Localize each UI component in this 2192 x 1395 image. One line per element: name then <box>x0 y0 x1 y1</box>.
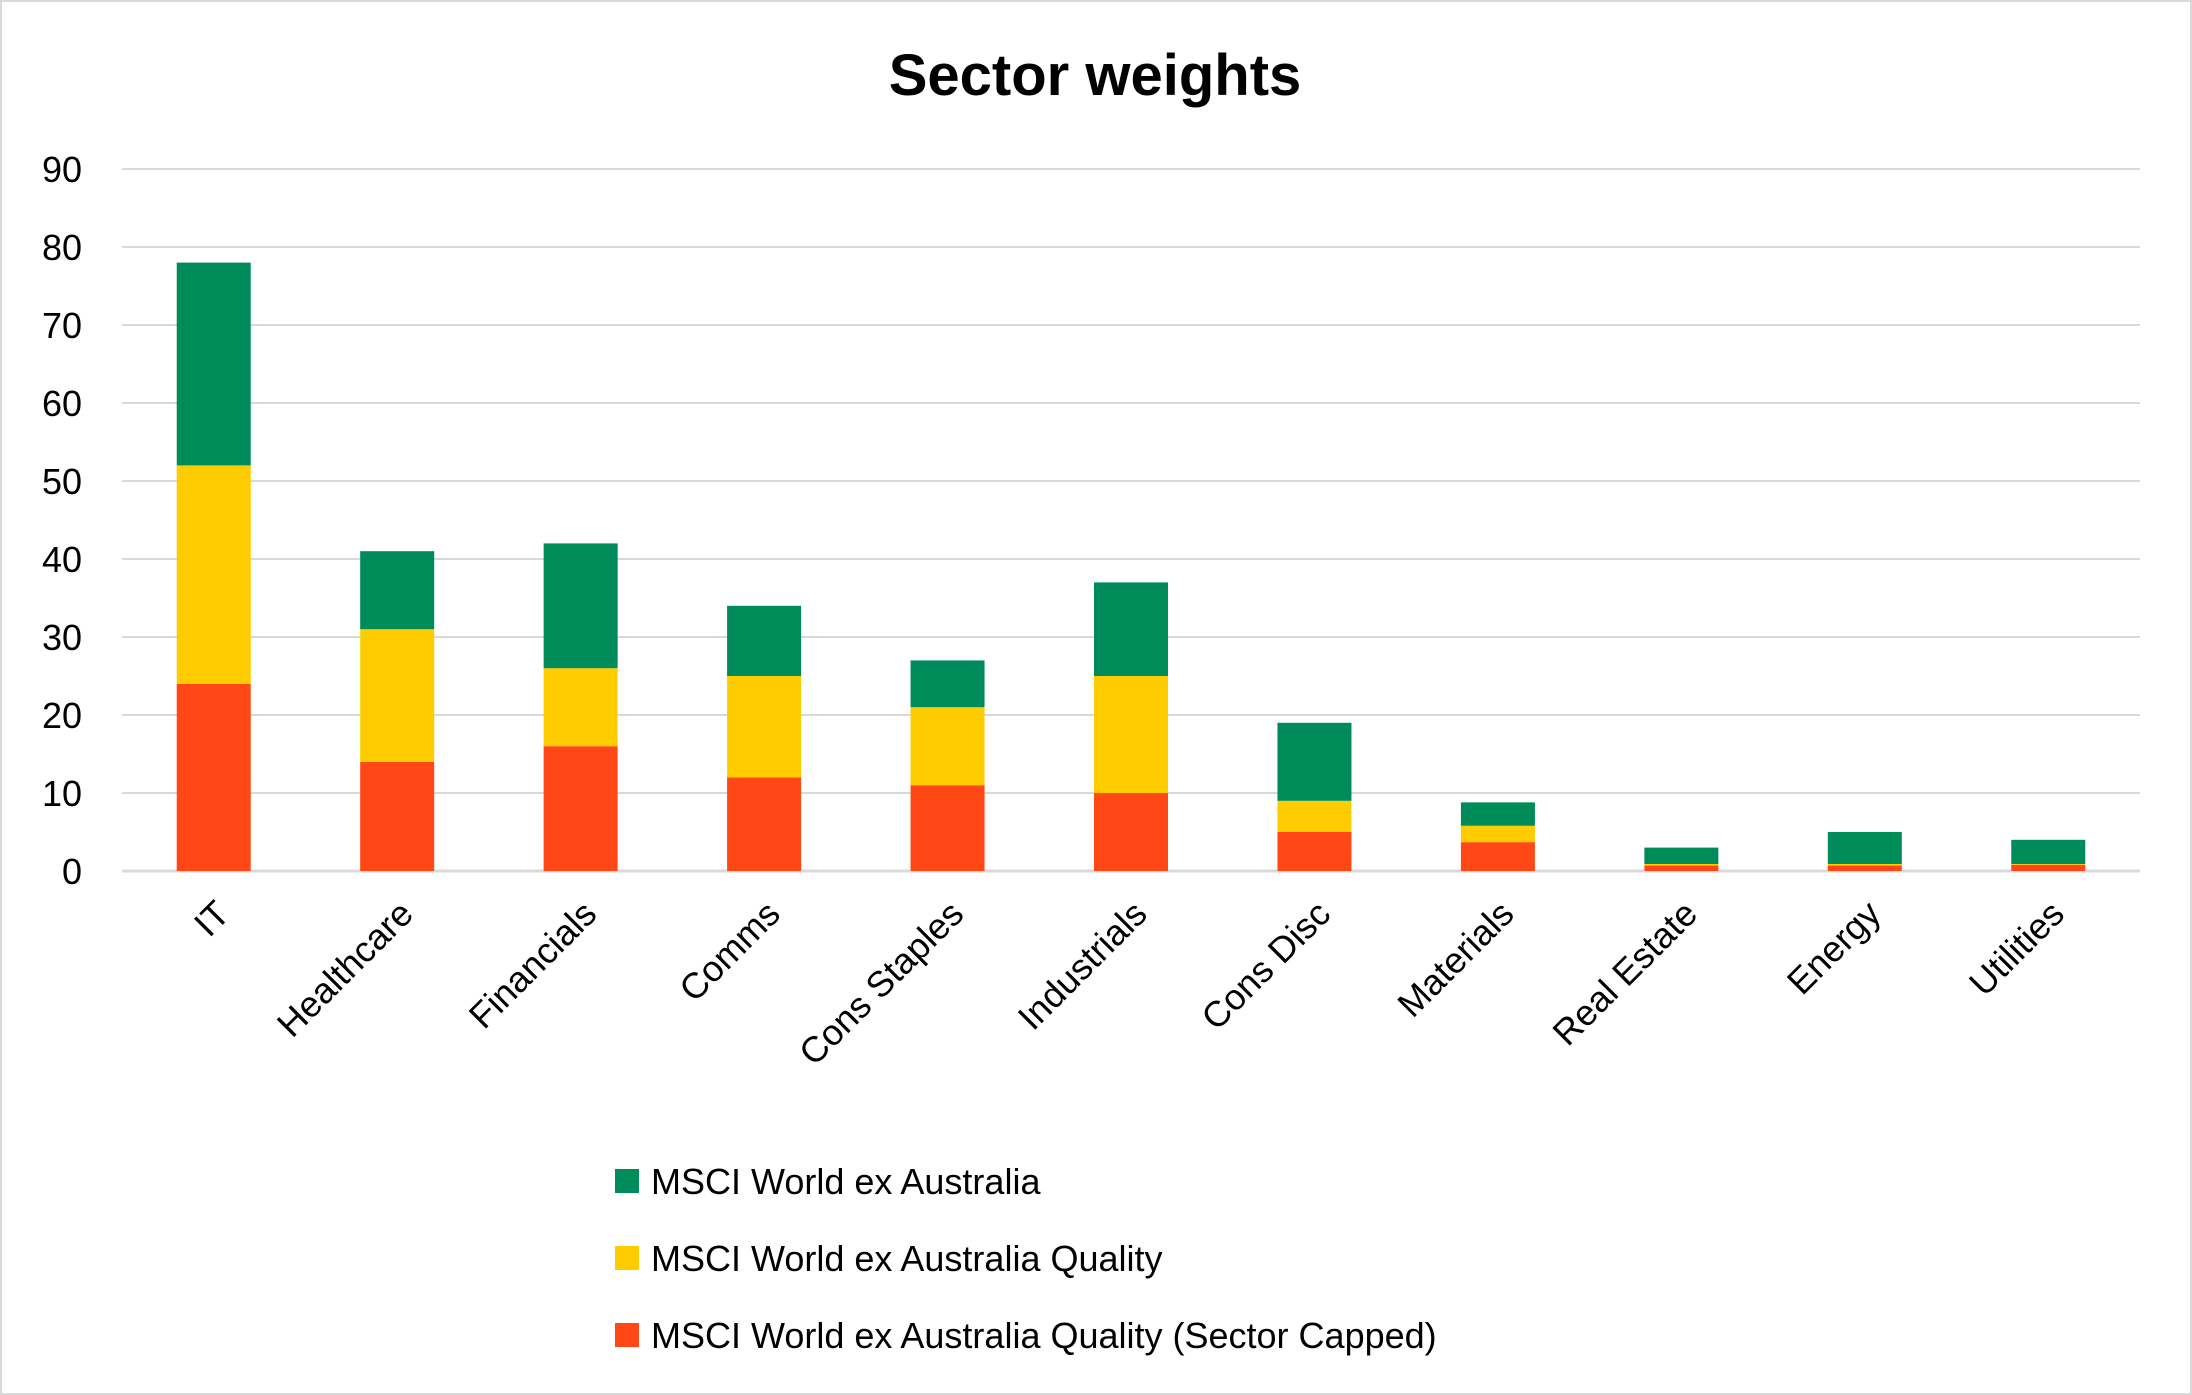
bar-segment <box>2011 863 2086 865</box>
bar-segment <box>1827 863 1902 866</box>
bar-segment <box>1277 832 1352 871</box>
chart-title: Sector weights <box>889 43 1302 108</box>
y-tick-label: 90 <box>42 149 82 190</box>
y-tick-label: 70 <box>42 305 82 346</box>
x-tick-label: Energy <box>1779 893 1889 1003</box>
bar-segment <box>1460 825 1535 843</box>
x-tick-label: Cons Staples <box>791 893 971 1073</box>
bar-segment <box>910 707 985 786</box>
x-tick-label: Comms <box>671 893 788 1010</box>
bar-segment <box>910 785 985 871</box>
legend-label: MSCI World ex Australia Quality <box>651 1238 1163 1279</box>
bar-segment <box>1644 865 1719 871</box>
legend-label: MSCI World ex Australia <box>651 1161 1041 1202</box>
bar-segment <box>727 676 802 778</box>
bar-segment <box>1827 865 1902 871</box>
bar-segment <box>1644 847 1719 864</box>
y-tick-label: 80 <box>42 227 82 268</box>
bar-segment <box>543 668 618 747</box>
x-tick-label: Utilities <box>1961 893 2072 1004</box>
bar-segment <box>727 777 802 871</box>
bar-segment <box>1277 722 1352 801</box>
bar-segment <box>360 761 435 871</box>
y-tick-label: 50 <box>42 461 82 502</box>
bar-segment <box>1094 676 1168 793</box>
bar-segment <box>1094 582 1168 676</box>
bar-segment <box>1277 800 1352 832</box>
y-tick-label: 0 <box>62 851 82 892</box>
bar-segment <box>1460 842 1535 871</box>
y-tick-label: 10 <box>42 773 82 814</box>
x-tick-label: Healthcare <box>269 893 421 1045</box>
bar-segment <box>543 543 618 669</box>
x-tick-label: Cons Disc <box>1193 893 1338 1038</box>
bar-segment <box>176 465 251 684</box>
bar-segment <box>727 605 802 676</box>
bar-segment <box>2011 864 2086 871</box>
legend-swatch <box>615 1323 639 1347</box>
bar-segment <box>910 660 985 708</box>
bar-segment <box>360 551 435 630</box>
x-tick-label: IT <box>186 893 238 945</box>
bar-segment <box>176 262 251 466</box>
y-tick-label: 60 <box>42 383 82 424</box>
legend-label: MSCI World ex Australia Quality (Sector … <box>651 1315 1437 1356</box>
bar-segment <box>543 746 618 871</box>
legend-swatch <box>615 1246 639 1270</box>
bar-segment <box>1644 863 1719 866</box>
bar-segment <box>1094 793 1168 871</box>
bar-segment <box>1827 832 1902 864</box>
x-tick-label: Real Estate <box>1544 893 1705 1054</box>
x-tick-label: Industrials <box>1010 893 1155 1038</box>
bar-segment <box>360 629 435 762</box>
x-tick-label: Financials <box>461 893 605 1037</box>
bar-segment <box>2011 839 2086 864</box>
bar-segment <box>1460 802 1535 826</box>
x-tick-label: Materials <box>1389 893 1521 1025</box>
bar-segment <box>176 683 251 871</box>
y-tick-label: 40 <box>42 539 82 580</box>
y-tick-label: 30 <box>42 617 82 658</box>
legend-swatch <box>615 1169 639 1193</box>
y-tick-label: 20 <box>42 695 82 736</box>
